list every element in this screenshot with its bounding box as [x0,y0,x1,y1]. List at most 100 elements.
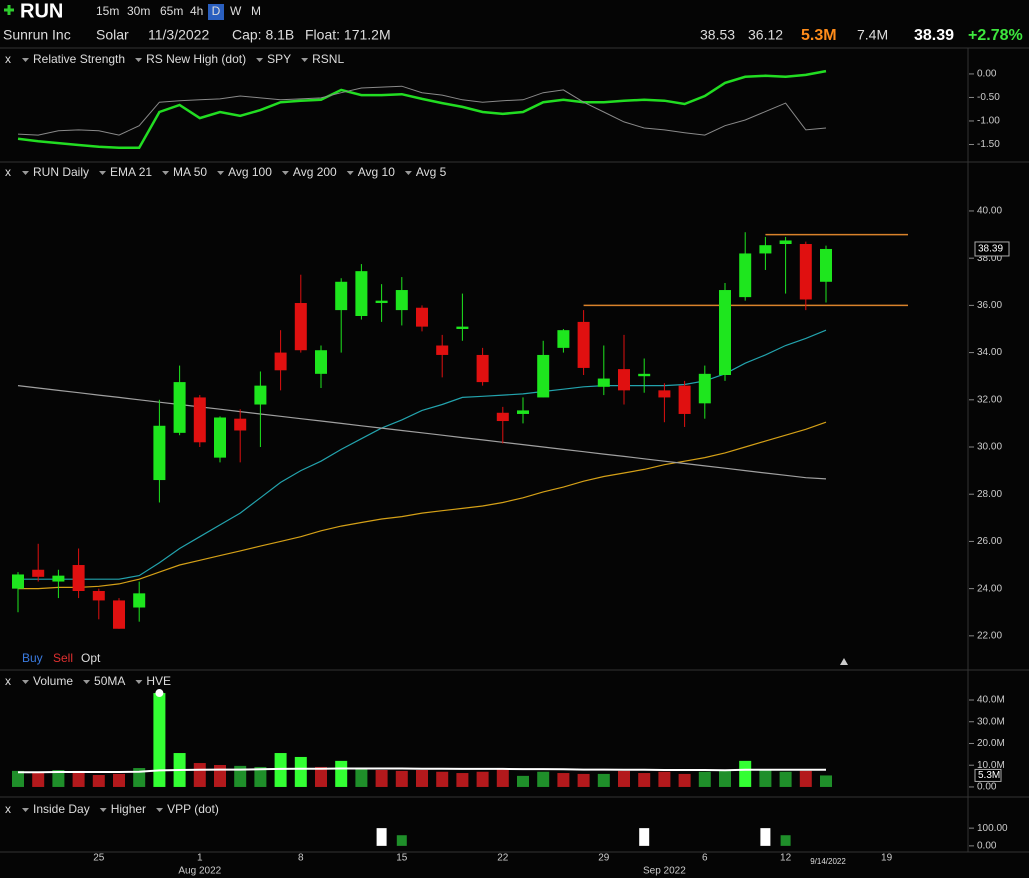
panel-close[interactable]: x [5,165,11,179]
candle-body [395,290,408,311]
options-button[interactable]: Opt [81,651,101,665]
dropdown-arrow[interactable] [22,58,29,62]
candle-body [133,593,146,608]
legend-item[interactable]: MA 50 [173,165,207,179]
legend-item[interactable]: VPP (dot) [167,802,219,816]
float: Float: 171.2M [305,27,391,43]
legend-item[interactable]: Avg 100 [228,165,272,179]
market-cap: Cap: 8.1B [232,27,294,43]
candle-body [274,352,287,371]
candle-body [12,574,24,589]
candle-body [577,321,590,368]
add-icon[interactable] [4,5,14,15]
candle-body [537,354,550,398]
timeframe[interactable]: W [230,4,242,18]
legend-item[interactable]: RSNL [312,52,344,66]
y-tick-label: 20.0M [977,738,1005,749]
timeframe[interactable]: D [212,4,221,18]
dropdown-arrow[interactable] [99,808,107,812]
series-line [17,85,827,136]
legend-item[interactable]: RUN Daily [33,165,89,179]
candle-body [335,281,348,311]
symbol[interactable]: RUN [20,0,63,22]
volume-bar [658,771,671,787]
volume-bar [739,760,752,787]
volume-label-box [974,768,1002,782]
candle-body [416,307,428,327]
timeframe[interactable]: 30m [127,4,150,18]
dropdown-arrow[interactable] [135,58,143,62]
buy-button[interactable]: Buy [22,651,43,665]
dropdown-arrow[interactable] [301,58,309,62]
collapse-arrow[interactable] [840,658,848,665]
x-tick-label: 29 [598,853,610,864]
x-tick-label: 15 [396,853,408,864]
dropdown-arrow[interactable] [135,680,143,684]
candle-body [294,303,307,351]
legend-item[interactable]: Inside Day [33,802,90,816]
dropdown-arrow[interactable] [22,171,29,175]
legend-item[interactable]: 50MA [94,674,125,688]
panel-close[interactable]: x [5,802,11,816]
x-tick-label: 12 [780,853,792,864]
candle-body [92,590,105,601]
candle-body [214,417,226,458]
legend-item[interactable]: SPY [267,52,291,66]
volume-bar [234,765,247,787]
series-line [18,421,827,590]
dropdown-arrow[interactable] [99,171,107,175]
dropdown-arrow[interactable] [156,808,164,812]
legend-item[interactable]: Avg 200 [293,165,337,179]
volume-bar [52,770,65,787]
candle-body [113,600,125,629]
x-tick-label: 25 [93,853,105,864]
timeframe[interactable]: 4h [190,4,203,18]
candle-body [173,382,186,433]
candle-body [658,390,671,398]
dropdown-arrow[interactable] [346,171,354,175]
candle-body [476,354,489,383]
timeframe[interactable]: 15m [96,4,119,18]
legend-item[interactable]: Higher [111,802,146,816]
volume-bar [517,775,529,787]
legend-item[interactable]: HVE [146,674,171,688]
max-volume-dot [155,689,164,698]
timeframe[interactable]: 65m [160,4,183,18]
volume-bar [496,768,509,787]
panel-close[interactable]: x [5,52,11,66]
volume-bar [698,771,711,787]
legend-item[interactable]: Relative Strength [33,52,125,66]
sell-button[interactable]: Sell [53,651,73,665]
legend-item[interactable]: Volume [33,674,73,688]
change: +2.78% [968,27,1023,44]
y-tick-label: 34.00 [977,347,1002,358]
company: Sunrun Inc [3,27,71,43]
volume-bar [254,766,267,787]
x-tick-label: 19 [881,853,893,864]
series-line [17,385,827,480]
legend-item[interactable]: Avg 5 [416,165,447,179]
legend-item[interactable]: EMA 21 [110,165,152,179]
y-tick-label: 0.00 [977,69,997,80]
panel-close[interactable]: x [5,674,11,688]
candle-body [315,350,327,374]
volume-bar [12,770,24,787]
y-tick-label: 32.00 [977,394,1002,405]
dropdown-arrow[interactable] [162,171,170,175]
dropdown-arrow[interactable] [22,680,29,684]
timeframe[interactable]: M [251,4,261,18]
y-tick-label: -0.50 [977,92,1000,103]
dropdown-arrow[interactable] [404,171,412,175]
y-tick-label: 0.00 [977,782,997,793]
y-tick-label: 10.0M [977,760,1005,771]
dropdown-arrow[interactable] [281,171,289,175]
dropdown-arrow[interactable] [217,171,225,175]
dropdown-arrow[interactable] [22,808,29,812]
dropdown-arrow[interactable] [83,680,91,684]
y-tick-label: 100.00 [977,823,1008,834]
dropdown-arrow[interactable] [256,58,264,62]
legend-item[interactable]: Avg 10 [358,165,395,179]
candle-body [557,330,570,348]
legend-item[interactable]: RS New High (dot) [146,52,246,66]
